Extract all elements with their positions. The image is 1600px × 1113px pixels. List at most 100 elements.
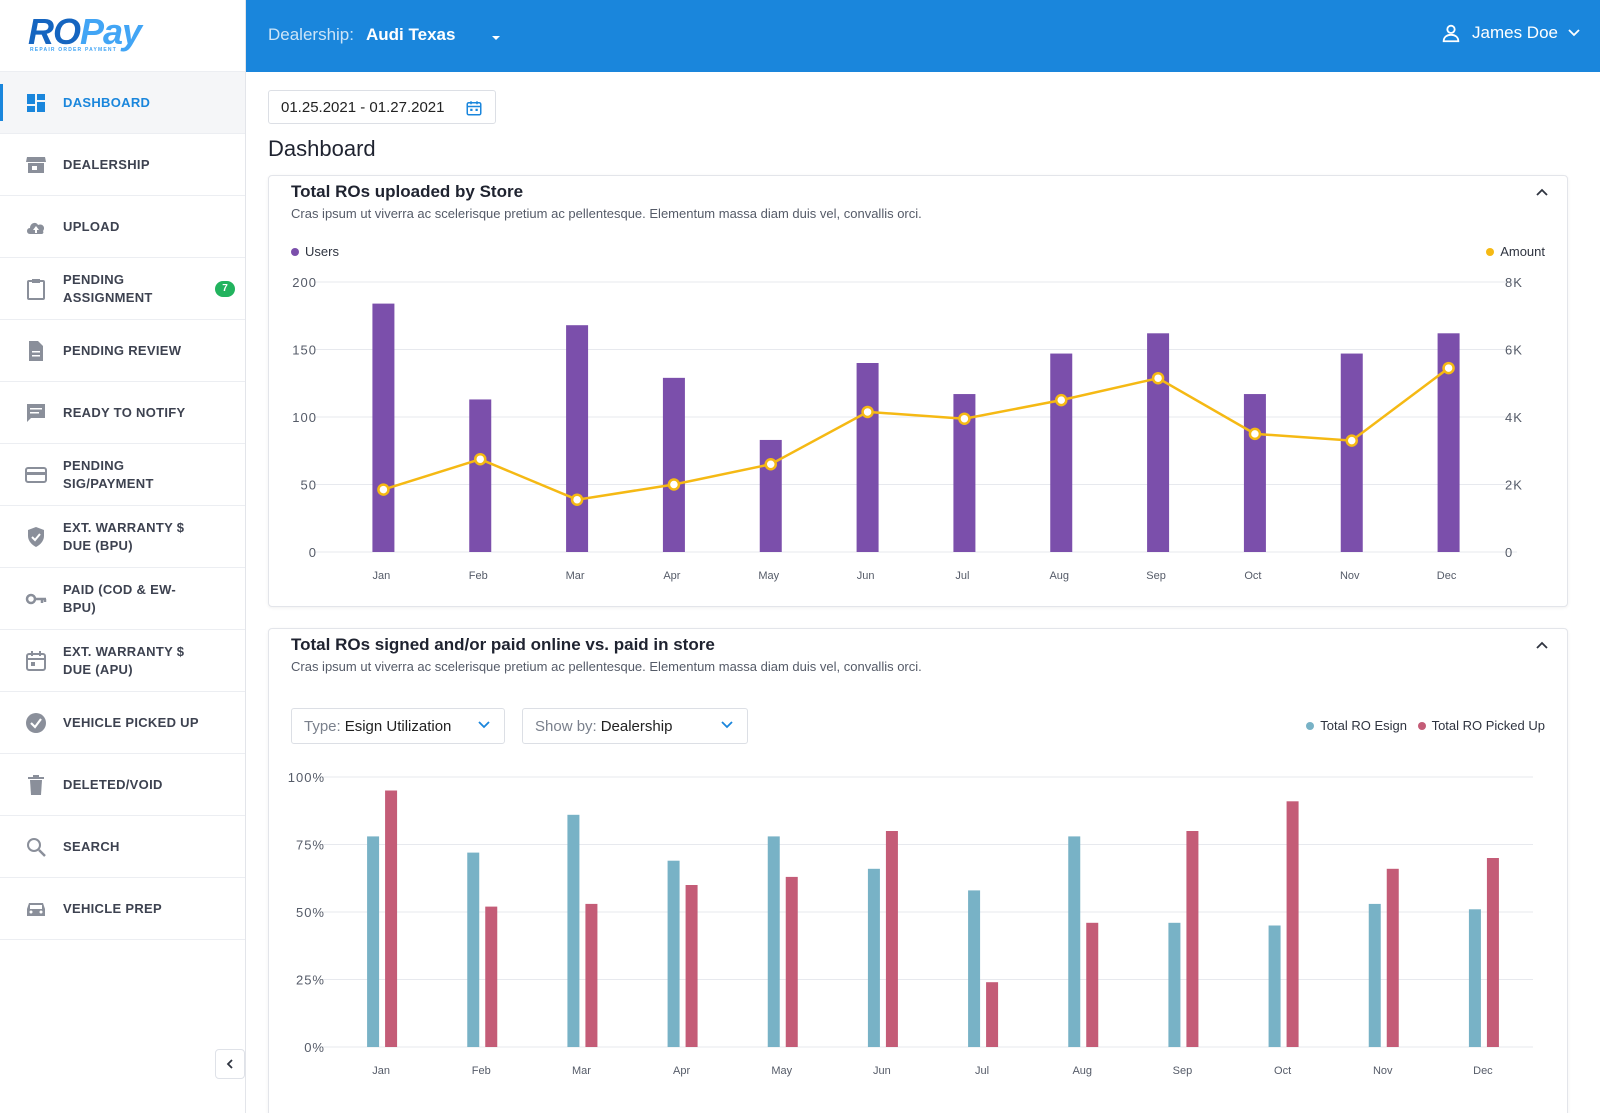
sidebar-item-label: PENDING REVIEW [63, 342, 182, 358]
x-tick-label: Jan [372, 1065, 390, 1077]
legend-label: Users [305, 244, 339, 259]
bar-users [1340, 353, 1363, 552]
car-icon [24, 897, 48, 921]
users-amount-chart: 200 8K 150 6K 100 4K 50 2K 0 0 Jan Feb Mar Apr May Jun J… [292, 275, 1523, 582]
amount-point [861, 405, 874, 419]
y-tick-label: 0% [304, 1040, 325, 1055]
sidebar-item-upload[interactable]: UPLOAD [0, 196, 245, 258]
sidebar-item-label: PENDING ASSIGNMENT [63, 271, 153, 305]
bar-picked-up [986, 982, 999, 1047]
x-tick-label: Dec [1437, 570, 1457, 582]
date-range-value: 01.25.2021 - 01.27.2021 [281, 98, 445, 116]
collapse-card-icon[interactable] [1535, 184, 1549, 202]
y2-tick-label: 8K [1505, 275, 1523, 290]
x-tick-label: Mar [572, 1065, 591, 1077]
amount-point [667, 478, 681, 491]
x-tick-label: Nov [1373, 1065, 1393, 1077]
calendar-icon [24, 649, 48, 673]
amount-point [1442, 361, 1455, 375]
bar-users [953, 394, 976, 552]
bar-picked-up [585, 903, 598, 1047]
x-tick-label: Sep [1146, 570, 1166, 582]
bar-users [469, 399, 492, 552]
type-select[interactable]: Type: Esign Utilization [291, 708, 505, 744]
chevron-down-icon [721, 721, 733, 729]
show-by-select[interactable]: Show by: Dealership [522, 708, 748, 744]
legend-swatch [1486, 247, 1495, 256]
dealership-name[interactable]: Audi Texas [366, 25, 456, 44]
logo-ro-text: RO [28, 11, 81, 52]
amount-point [570, 493, 584, 506]
document-icon [24, 339, 48, 363]
x-tick-label: Feb [469, 570, 488, 582]
bar-users [662, 377, 685, 552]
bar-picked-up [1086, 922, 1099, 1047]
sidebar-item-pending-review[interactable]: PENDING REVIEW [0, 320, 245, 382]
sidebar-item-label: DEALERSHIP [63, 156, 150, 172]
x-tick-label: May [758, 570, 779, 582]
date-range-picker[interactable]: 01.25.2021 - 01.27.2021 [268, 90, 496, 124]
bar-esign [1368, 903, 1381, 1047]
sidebar-item-vehicle-picked-up[interactable]: VEHICLE PICKED UP [0, 692, 245, 754]
legend-swatch [291, 247, 299, 256]
esign-utilization-chart: 100% 75% 50% 25% 0% Jan Feb Mar Apr May Jun Jul Aug S… [288, 770, 1533, 1077]
chevron-down-icon [1568, 29, 1580, 37]
legend-esign: Total RO Esign [1306, 718, 1407, 733]
x-tick-label: Mar [566, 570, 585, 582]
check-circle-icon [24, 711, 48, 735]
x-tick-label: Oct [1274, 1065, 1291, 1077]
sidebar-item-pending-sig-payment[interactable]: PENDING SIG/PAYMENT [0, 444, 245, 506]
sidebar-item-label: DELETED/VOID [63, 776, 163, 792]
sidebar-item-label: SEARCH [63, 838, 120, 854]
x-tick-label: May [771, 1065, 792, 1077]
ros-signed-card: Total ROs signed and/or paid online vs. … [268, 628, 1568, 1113]
sidebar: ROPay REPAIR ORDER PAYMENT DASHBOARD DEAL… [0, 0, 246, 1113]
message-icon [24, 401, 48, 425]
amount-point [958, 412, 971, 425]
y-tick-label: 25% [296, 973, 325, 988]
sidebar-item-ext-warranty-due-bpu[interactable]: EXT. WARRANTY $ DUE (BPU) [0, 506, 245, 568]
shield-check-icon [24, 525, 48, 549]
type-select-value: Esign Utilization [344, 717, 452, 735]
sidebar-item-deleted-void[interactable]: DELETED/VOID [0, 754, 245, 816]
y-tick-label: 200 [292, 275, 317, 290]
x-tick-label: Apr [663, 570, 680, 582]
amount-point [764, 458, 777, 471]
sidebar-item-ready-to-notify[interactable]: READY TO NOTIFY [0, 382, 245, 444]
sidebar-item-dashboard[interactable]: DASHBOARD [0, 72, 245, 134]
bar-users [759, 439, 782, 552]
x-tick-label: Aug [1049, 570, 1069, 582]
legend-label: Total RO Esign [1320, 718, 1407, 733]
logo[interactable]: ROPay REPAIR ORDER PAYMENT [0, 0, 245, 72]
y-tick-label: 50% [296, 905, 325, 920]
sidebar-item-vehicle-prep[interactable]: VEHICLE PREP [0, 878, 245, 940]
page-title: Dashboard [268, 136, 376, 161]
show-by-value: Dealership [600, 717, 673, 735]
sidebar-nav: DASHBOARD DEALERSHIP UPLOAD PENDING ASSIGNM… [0, 72, 245, 940]
sidebar-item-paid-cod-ew-bpu[interactable]: PAID (COD & EW-BPU) [0, 568, 245, 630]
bar-esign [1168, 922, 1181, 1047]
bar-users [1243, 394, 1266, 552]
sidebar-item-search[interactable]: SEARCH [0, 816, 245, 878]
calendar-icon[interactable] [465, 99, 483, 121]
amount-point [1248, 427, 1262, 441]
x-tick-label: Apr [673, 1065, 690, 1077]
dealership-dropdown-icon[interactable] [490, 29, 502, 47]
top-bar: Dealership: Audi Texas James Doe [246, 0, 1600, 72]
card-description: Cras ipsum ut viverra ac scelerisque pre… [291, 659, 922, 674]
collapse-sidebar-button[interactable] [215, 1049, 245, 1079]
clipboard-icon [24, 277, 48, 301]
user-menu[interactable]: James Doe [1440, 22, 1580, 44]
bar-esign [767, 836, 780, 1047]
sidebar-item-dealership[interactable]: DEALERSHIP [0, 134, 245, 196]
cloud-upload-icon [24, 215, 48, 239]
sidebar-item-label: DASHBOARD [63, 94, 151, 110]
x-tick-label: Jul [955, 570, 969, 582]
x-tick-label: Jan [373, 570, 391, 582]
y-tick-label: 75% [296, 838, 325, 853]
amount-point [1151, 371, 1165, 385]
bar-esign [367, 836, 380, 1047]
collapse-card-icon[interactable] [1535, 637, 1549, 655]
sidebar-item-pending-assignment[interactable]: PENDING ASSIGNMENT 7 [0, 258, 245, 320]
sidebar-item-ext-warranty-due-apu[interactable]: EXT. WARRANTY $ DUE (APU) [0, 630, 245, 692]
